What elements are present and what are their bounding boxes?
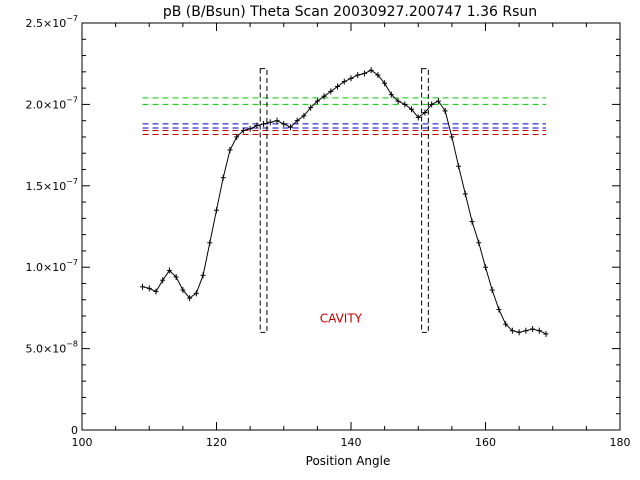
data-point bbox=[146, 285, 152, 292]
y-axis: 0 5.0×10−8 1.0×10−7 1.5×10−7 2.0×10−7 2.5×10−… bbox=[25, 14, 620, 437]
cavity-box-0 bbox=[259, 68, 268, 333]
data-point bbox=[409, 106, 415, 113]
data-point bbox=[456, 163, 462, 170]
data-point bbox=[267, 119, 273, 126]
data-point bbox=[247, 125, 253, 132]
data-point bbox=[173, 273, 179, 280]
data-point bbox=[200, 272, 206, 279]
x-tick-label: 120 bbox=[206, 436, 227, 449]
data-point bbox=[308, 104, 314, 111]
y-tick-label: 2.0×10−7 bbox=[25, 95, 78, 111]
x-tick-label: 100 bbox=[72, 436, 93, 449]
cavity-box-1 bbox=[421, 68, 429, 333]
data-point bbox=[348, 75, 354, 82]
data-point bbox=[220, 174, 226, 181]
data-point bbox=[321, 93, 327, 100]
x-tick-label: 160 bbox=[475, 436, 496, 449]
data-point bbox=[388, 91, 394, 98]
data-point bbox=[355, 72, 361, 79]
data-point bbox=[496, 306, 502, 313]
data-point bbox=[341, 78, 347, 85]
data-point bbox=[214, 207, 219, 214]
data-point bbox=[180, 286, 186, 293]
data-point bbox=[287, 124, 293, 131]
data-point bbox=[166, 267, 172, 274]
data-point bbox=[368, 67, 374, 74]
data-point bbox=[274, 117, 280, 124]
data-point bbox=[415, 114, 421, 121]
y-tick-label: 1.0×10−7 bbox=[25, 258, 78, 274]
data-point bbox=[294, 117, 300, 124]
y-tick-label: 0 bbox=[71, 424, 78, 437]
data-point bbox=[375, 72, 381, 79]
data-point bbox=[187, 295, 193, 302]
data-point bbox=[361, 70, 367, 77]
x-tick-label: 180 bbox=[610, 436, 631, 449]
data-point bbox=[227, 146, 233, 153]
y-tick-label: 5.0×10−8 bbox=[25, 340, 78, 356]
x-axis-label: Position Angle bbox=[306, 454, 391, 468]
data-point bbox=[429, 101, 435, 108]
data-point bbox=[543, 330, 549, 337]
series-line-0 bbox=[142, 69, 547, 335]
data-point bbox=[402, 101, 408, 108]
data-point bbox=[536, 327, 542, 334]
data-point bbox=[530, 326, 536, 333]
data-point bbox=[301, 112, 307, 119]
plot-marks: CAVITY bbox=[140, 67, 549, 337]
data-point bbox=[509, 327, 515, 334]
data-point bbox=[449, 133, 455, 140]
data-point bbox=[503, 321, 509, 328]
data-point bbox=[328, 88, 334, 95]
data-point bbox=[435, 98, 441, 105]
data-point bbox=[207, 239, 213, 246]
data-point bbox=[382, 80, 388, 87]
data-point bbox=[516, 329, 522, 336]
data-point bbox=[489, 286, 495, 293]
data-point bbox=[483, 264, 488, 271]
data-point bbox=[160, 277, 166, 284]
data-point bbox=[469, 218, 475, 225]
data-point bbox=[462, 190, 468, 197]
data-point bbox=[314, 98, 320, 105]
data-point bbox=[234, 133, 240, 140]
data-point bbox=[240, 127, 246, 134]
data-point bbox=[193, 290, 199, 297]
data-point bbox=[442, 107, 448, 114]
y-tick-label: 1.5×10−7 bbox=[25, 177, 78, 193]
x-axis: 100 120 140 160 180 bbox=[72, 23, 631, 449]
data-point bbox=[153, 288, 159, 295]
data-point bbox=[281, 120, 287, 127]
plot-frame bbox=[81, 22, 621, 431]
data-point bbox=[422, 109, 428, 116]
x-tick-label: 140 bbox=[341, 436, 362, 449]
data-point bbox=[523, 327, 529, 334]
data-point bbox=[335, 83, 341, 90]
y-tick-label: 2.5×10−7 bbox=[25, 14, 78, 30]
chart-title: pB (B/Bsun) Theta Scan 20030927.200747 1… bbox=[163, 4, 537, 20]
data-point bbox=[254, 122, 260, 129]
data-point bbox=[140, 283, 146, 290]
data-point bbox=[395, 98, 401, 105]
data-point bbox=[261, 120, 267, 127]
data-point bbox=[476, 239, 482, 246]
annotation-cavity: CAVITY bbox=[320, 312, 363, 326]
